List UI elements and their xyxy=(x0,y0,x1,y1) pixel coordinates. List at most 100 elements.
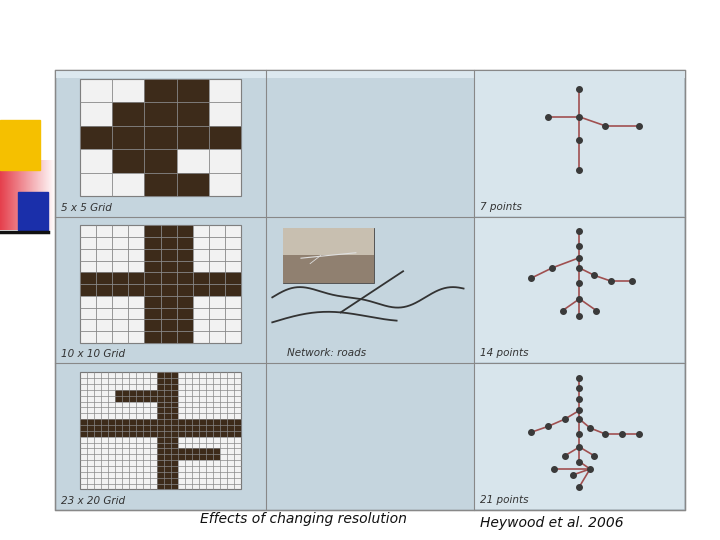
Bar xyxy=(145,173,176,196)
Bar xyxy=(164,431,171,437)
Bar xyxy=(145,331,161,343)
Text: 23 x 20 Grid: 23 x 20 Grid xyxy=(61,496,125,506)
Bar xyxy=(209,284,225,296)
Bar xyxy=(112,284,128,296)
Bar xyxy=(108,419,115,425)
Bar xyxy=(192,419,199,425)
Bar xyxy=(143,425,150,431)
Bar xyxy=(164,443,171,448)
Bar xyxy=(176,237,193,249)
Text: 14 points: 14 points xyxy=(480,348,528,359)
Bar xyxy=(122,431,129,437)
Bar xyxy=(178,448,185,454)
Bar xyxy=(164,478,171,484)
Bar xyxy=(171,478,178,484)
Bar xyxy=(157,413,164,419)
Bar xyxy=(128,284,145,296)
Bar xyxy=(0,120,40,170)
Bar xyxy=(108,425,115,431)
Bar xyxy=(164,425,171,431)
Bar xyxy=(81,431,87,437)
Bar xyxy=(164,396,171,402)
Bar xyxy=(108,431,115,437)
Text: 21 points: 21 points xyxy=(480,495,528,505)
Bar xyxy=(227,431,234,437)
Bar xyxy=(157,384,164,390)
Bar xyxy=(171,454,178,460)
Bar xyxy=(171,466,178,472)
Bar xyxy=(234,425,240,431)
Bar xyxy=(185,419,192,425)
Bar xyxy=(164,402,171,408)
Bar xyxy=(143,419,150,425)
Bar xyxy=(176,126,209,149)
Bar xyxy=(213,454,220,460)
Bar xyxy=(164,472,171,478)
Bar xyxy=(171,460,178,466)
Bar xyxy=(145,126,176,149)
Bar xyxy=(176,308,193,319)
Bar xyxy=(176,296,193,308)
Bar xyxy=(171,437,178,443)
Bar xyxy=(81,272,96,284)
Bar xyxy=(129,419,136,425)
Bar xyxy=(164,437,171,443)
Bar xyxy=(171,443,178,448)
Bar xyxy=(199,448,206,454)
Bar xyxy=(164,484,171,489)
Bar xyxy=(157,431,164,437)
Bar xyxy=(171,372,178,378)
Bar xyxy=(192,448,199,454)
Bar xyxy=(185,431,192,437)
Text: Heywood et al. 2006: Heywood et al. 2006 xyxy=(480,516,624,530)
Bar xyxy=(161,284,176,296)
Bar xyxy=(157,378,164,384)
Bar xyxy=(171,413,178,419)
Bar xyxy=(192,425,199,431)
Bar xyxy=(145,319,161,331)
Bar xyxy=(122,425,129,431)
Bar xyxy=(157,419,164,425)
Bar xyxy=(192,431,199,437)
Bar xyxy=(129,396,136,402)
Bar xyxy=(81,126,112,149)
Bar xyxy=(115,431,122,437)
Bar xyxy=(171,472,178,478)
Bar xyxy=(206,454,213,460)
Bar xyxy=(102,431,108,437)
Bar xyxy=(164,408,171,413)
Bar xyxy=(209,272,225,284)
Bar xyxy=(164,413,171,419)
Bar xyxy=(150,431,157,437)
Bar xyxy=(161,272,176,284)
Text: 7 points: 7 points xyxy=(480,201,522,212)
Bar xyxy=(128,272,145,284)
Bar xyxy=(145,225,161,237)
Bar xyxy=(176,319,193,331)
Bar xyxy=(136,390,143,396)
Bar xyxy=(157,396,164,402)
Bar xyxy=(161,308,176,319)
Bar xyxy=(145,149,176,173)
Bar xyxy=(176,272,193,284)
Bar xyxy=(220,425,227,431)
Bar xyxy=(145,249,161,261)
Bar xyxy=(164,390,171,396)
Bar xyxy=(178,431,185,437)
Bar xyxy=(161,237,176,249)
Bar xyxy=(283,255,374,282)
Bar xyxy=(102,425,108,431)
Bar xyxy=(185,448,192,454)
Bar xyxy=(81,425,87,431)
Bar xyxy=(178,419,185,425)
Bar xyxy=(96,272,112,284)
Bar xyxy=(176,284,193,296)
Bar xyxy=(157,437,164,443)
Bar xyxy=(145,308,161,319)
Bar xyxy=(176,261,193,272)
Bar xyxy=(150,425,157,431)
Bar xyxy=(122,396,129,402)
Bar xyxy=(206,448,213,454)
Bar xyxy=(227,425,234,431)
Bar xyxy=(206,425,213,431)
